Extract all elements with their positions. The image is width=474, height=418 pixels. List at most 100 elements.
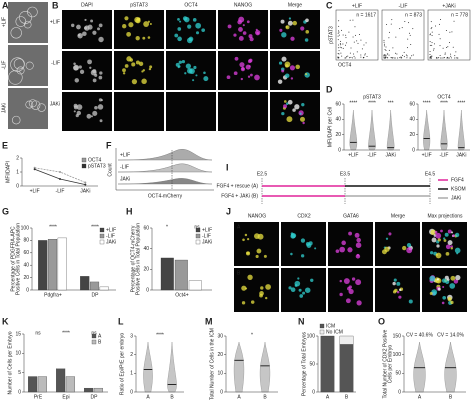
cell-point — [340, 52, 342, 54]
cell-signal — [244, 233, 248, 237]
cell-point — [430, 28, 432, 30]
panel-letter: H — [126, 206, 133, 216]
y-axis-label: Percentage of Total Embryos — [301, 331, 307, 396]
cell-signal — [450, 231, 454, 234]
cell-signal — [300, 254, 305, 258]
cell-point — [406, 55, 408, 57]
y-tick-label: 0 — [338, 147, 341, 153]
cell-point — [431, 42, 433, 44]
cell-point — [443, 57, 445, 59]
cell-signal — [449, 283, 456, 289]
cell-point — [337, 44, 339, 46]
cell-signal — [356, 253, 360, 257]
cell-point — [439, 55, 441, 57]
micro-image — [281, 268, 326, 312]
colony — [23, 20, 32, 29]
cell-signal — [341, 240, 346, 246]
cell-point — [345, 34, 347, 36]
cell-point — [340, 44, 342, 46]
y-tick-label: 150 — [393, 333, 402, 339]
cell-point — [441, 57, 443, 59]
cell-point — [364, 54, 366, 56]
cell-signal — [99, 71, 103, 75]
cell-signal — [82, 31, 87, 37]
cell-point — [430, 57, 432, 59]
cell-point — [392, 57, 394, 59]
y-tick-label: 0 — [16, 183, 19, 189]
cell-signal — [241, 301, 246, 305]
legend-label: B — [98, 339, 102, 345]
cell-point — [403, 56, 405, 58]
x-tick-label: A — [237, 394, 241, 400]
cell-point — [430, 33, 432, 35]
legend-swatch — [319, 329, 325, 335]
cell-signal — [136, 17, 141, 22]
cell-signal — [184, 72, 187, 75]
cell-signal — [177, 18, 180, 21]
cell-signal — [437, 238, 441, 242]
cell-signal — [79, 69, 85, 74]
cell-signal — [73, 110, 76, 113]
cell-point — [337, 39, 339, 41]
cell-signal — [431, 237, 437, 243]
cell-signal — [406, 243, 412, 248]
x-tick-label: Oct4+ — [175, 292, 189, 298]
cell-point — [345, 44, 347, 46]
legend-label: JAKi — [202, 239, 212, 245]
cell-signal — [177, 36, 182, 42]
cell-signal — [257, 233, 264, 240]
colony — [25, 100, 34, 109]
cell-point — [429, 44, 431, 46]
cell-signal — [299, 294, 304, 298]
cell-signal — [354, 232, 360, 238]
cell-point — [409, 57, 411, 59]
y-tick-label: 0 — [18, 389, 21, 395]
cell-signal — [394, 288, 398, 293]
cell-point — [338, 53, 340, 55]
legend-label: JAKi — [451, 195, 461, 201]
cell-signal — [76, 104, 83, 110]
cell-point — [385, 57, 387, 59]
cell-point — [394, 57, 396, 59]
cell-signal — [281, 69, 285, 73]
y-tick-label: 10 — [15, 351, 21, 357]
cell-signal — [122, 24, 127, 29]
cell-signal — [182, 16, 188, 21]
cell-signal — [135, 60, 140, 65]
y-tick-label: 40 — [335, 117, 341, 123]
cell-signal — [295, 64, 300, 70]
cell-signal — [149, 65, 153, 69]
cell-signal — [436, 253, 439, 256]
cell-point — [344, 57, 346, 59]
cell-point — [440, 57, 442, 59]
cell-signal — [248, 65, 251, 68]
cell-signal — [443, 239, 447, 242]
cell-signal — [227, 24, 232, 29]
cell-point — [401, 57, 403, 59]
legend-swatch — [195, 239, 201, 245]
cell-point — [432, 49, 434, 51]
cell-signal — [290, 232, 297, 239]
y-axis-label: MFI/DAPI — [5, 161, 11, 183]
bar — [160, 257, 174, 291]
y-tick-label: 60 — [23, 250, 29, 256]
cell-signal — [347, 247, 353, 253]
density-curve — [117, 163, 213, 173]
cell-signal — [142, 69, 146, 72]
cell-point — [346, 42, 348, 44]
cell-signal — [304, 72, 310, 78]
cell-signal — [201, 28, 206, 33]
panel-letter: D — [326, 84, 333, 94]
cell-signal — [434, 230, 438, 234]
cell-point — [349, 19, 351, 21]
annotation: **** — [91, 224, 99, 230]
cell-point — [433, 43, 435, 45]
bar — [80, 276, 90, 291]
cell-signal — [452, 234, 455, 237]
micro-image — [281, 222, 326, 266]
cell-signal — [250, 300, 255, 304]
x-tick-label: Pdgfra+ — [44, 292, 62, 298]
annotation: ns — [91, 330, 97, 336]
cell-signal — [285, 102, 289, 105]
cell-signal — [98, 98, 103, 102]
